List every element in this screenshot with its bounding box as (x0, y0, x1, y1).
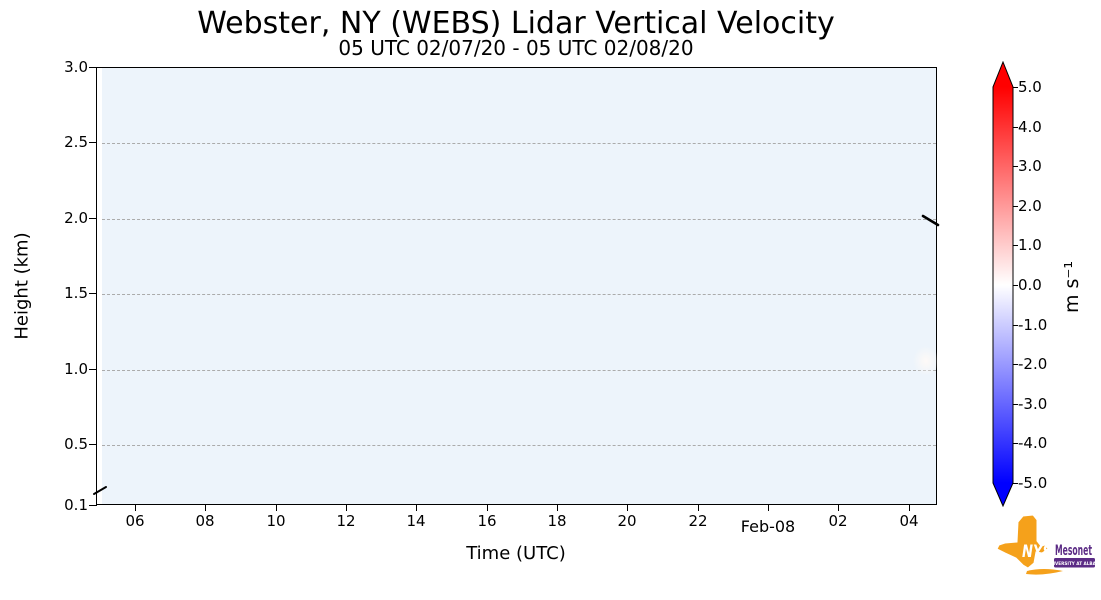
colorbar-tick (1013, 325, 1018, 327)
nys-mesonet-logo: NYS Mesonet UNIVERSITY AT ALBANY (996, 514, 1101, 575)
gridline (102, 370, 936, 371)
y-tick-label: 0.5 (64, 435, 88, 453)
colorbar-tick (1013, 166, 1018, 168)
x-tick (557, 505, 559, 511)
colorbar-tick (1013, 483, 1018, 485)
y-tick (89, 504, 97, 506)
x-tick (838, 505, 840, 511)
x-tick-label: 12 (336, 512, 356, 530)
x-axis-label: Time (UTC) (466, 543, 566, 564)
x-tick (909, 505, 911, 511)
faint-field-patch (913, 346, 939, 376)
y-axis-label: Height (km) (11, 232, 33, 340)
x-tick-label: 02 (828, 512, 848, 530)
x-tick-label: 04 (899, 512, 919, 530)
x-tick (416, 505, 418, 511)
y-tick-label: 1.0 (64, 360, 88, 378)
x-tick-label: 16 (477, 512, 497, 530)
heatmap-field (102, 68, 936, 504)
y-tick (89, 368, 97, 370)
logo-nys-text: NYS (1022, 542, 1052, 562)
x-tick (768, 505, 770, 511)
x-tick (346, 505, 348, 511)
x-tick-label: 10 (266, 512, 286, 530)
colorbar-tick-label: 4.0 (1018, 118, 1042, 136)
x-tick (627, 505, 629, 511)
colorbar-tick (1013, 443, 1018, 445)
colorbar-tick (1013, 364, 1018, 366)
colorbar (992, 61, 1014, 507)
x-tick (487, 505, 489, 511)
x-tick-label: 18 (547, 512, 567, 530)
y-tick (89, 66, 97, 68)
colorbar-tick (1013, 206, 1018, 208)
y-tick-label: 2.5 (64, 133, 88, 151)
logo-tagline-banner (1054, 558, 1095, 568)
colorbar-tick (1013, 245, 1018, 247)
colorbar-tick-label: 5.0 (1018, 78, 1042, 96)
y-tick (89, 217, 97, 219)
colorbar-tick (1013, 87, 1018, 89)
x-tick (135, 505, 137, 511)
colorbar-tick-label: -3.0 (1018, 395, 1048, 413)
colorbar-tick-label: -2.0 (1018, 355, 1048, 373)
y-tick (89, 292, 97, 294)
y-tick (89, 443, 97, 445)
colorbar-tick (1013, 127, 1018, 129)
x-tick (205, 505, 207, 511)
colorbar-tick-label: -5.0 (1018, 474, 1048, 492)
y-tick-label: 3.0 (64, 58, 88, 76)
x-tick (276, 505, 278, 511)
gridline (102, 445, 936, 446)
y-tick-label: 1.5 (64, 284, 88, 302)
colorbar-tick-label: -4.0 (1018, 434, 1048, 452)
gridline (102, 294, 936, 295)
plot-area (96, 67, 939, 505)
gridline (102, 219, 936, 220)
x-tick-label: 20 (617, 512, 637, 530)
colorbar-tick-label: 2.0 (1018, 197, 1042, 215)
colorbar-tick-label: 1.0 (1018, 236, 1042, 254)
x-tick-label-date: Feb-08 (740, 517, 796, 536)
colorbar-tick-label: 0.0 (1018, 276, 1042, 294)
y-tick-label: 0.1 (64, 496, 88, 514)
x-tick (698, 505, 700, 511)
colorbar-tick (1013, 404, 1018, 406)
colorbar-tick-label: -1.0 (1018, 316, 1048, 334)
ny-state-icon (996, 514, 1063, 575)
y-tick (89, 141, 97, 143)
colorbar-tick-label: 3.0 (1018, 157, 1042, 175)
colorbar-tick (1013, 285, 1018, 287)
x-tick-label: 08 (195, 512, 215, 530)
gridline (102, 143, 936, 144)
y-tick-label: 2.0 (64, 209, 88, 227)
x-tick-label: 06 (125, 512, 145, 530)
chart-title: Webster, NY (WEBS) Lidar Vertical Veloci… (197, 6, 835, 41)
x-tick-label: 14 (406, 512, 426, 530)
logo-mesonet-text: Mesonet (1055, 543, 1092, 559)
chart-subtitle: 05 UTC 02/07/20 - 05 UTC 02/08/20 (338, 36, 694, 60)
colorbar-unit-label: m s⁻¹ (1061, 260, 1083, 314)
logo-tagline-text: UNIVERSITY AT ALBANY (1047, 561, 1101, 566)
x-tick-label: 22 (688, 512, 708, 530)
